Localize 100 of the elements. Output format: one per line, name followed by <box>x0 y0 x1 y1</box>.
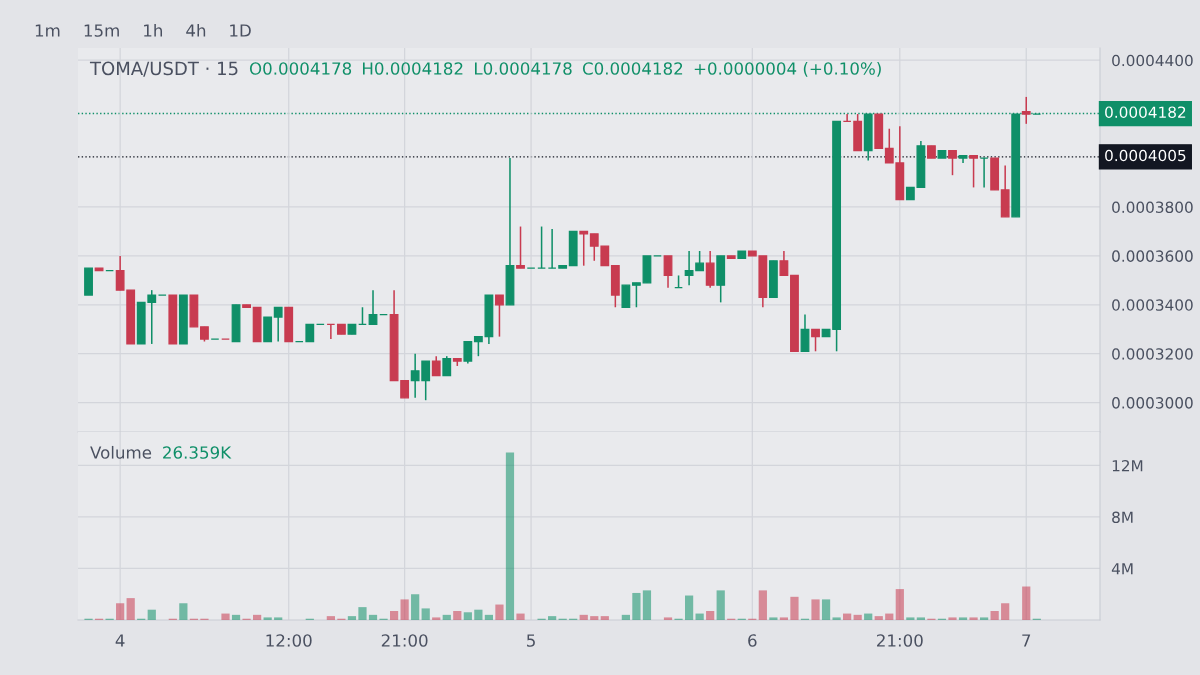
y-tick-label: 4M <box>1111 563 1133 575</box>
ref-line-label: 0.0004005 <box>1105 149 1186 162</box>
bar <box>274 617 283 620</box>
bar <box>579 614 588 620</box>
bar <box>253 614 262 620</box>
text: 4h <box>186 23 206 37</box>
annotation: C0.0004182 <box>582 62 683 75</box>
bar <box>990 610 999 620</box>
x-tick-label: 6 <box>748 634 757 647</box>
bar <box>263 617 272 620</box>
candlestick <box>705 250 715 289</box>
candlestick <box>273 306 283 343</box>
bar <box>895 589 904 620</box>
bar <box>906 617 915 620</box>
bar <box>231 614 241 620</box>
bar <box>358 607 367 620</box>
candlestick <box>516 225 525 269</box>
bar <box>642 590 652 620</box>
bar <box>400 599 409 620</box>
bar <box>769 617 778 620</box>
bar <box>463 612 472 620</box>
x-tick-label: 7 <box>1022 634 1031 647</box>
bar <box>179 603 188 620</box>
bar <box>347 616 357 620</box>
candlestick <box>368 289 378 326</box>
bar <box>758 590 767 620</box>
annotation: +0.0000004 (+0.10%) <box>694 61 881 77</box>
annotation: H0.0004182 <box>363 62 463 75</box>
y-tick-label: 0.0003600 <box>1112 250 1193 262</box>
y-tick-label: 0.0003200 <box>1112 348 1193 360</box>
bar <box>632 592 641 620</box>
candlestick <box>495 294 504 338</box>
bar <box>706 610 715 620</box>
y-tick-label: 0.0004400 <box>1112 54 1193 67</box>
bar <box>790 596 799 620</box>
bar <box>1001 603 1010 620</box>
y-tick-label: 0.0003400 <box>1112 299 1193 311</box>
bar <box>590 616 599 620</box>
ref-line-label: 0.0004182 <box>1105 106 1186 118</box>
candlestick <box>779 250 789 277</box>
bar <box>600 616 609 620</box>
bar <box>1022 586 1031 620</box>
candlestick <box>579 230 589 267</box>
bar <box>453 610 462 620</box>
bar <box>821 599 831 620</box>
bar <box>948 617 957 620</box>
bar <box>853 614 862 620</box>
annotation: 26.359K <box>163 446 232 459</box>
x-tick-label: 12:00 <box>266 634 312 647</box>
bar <box>621 614 630 620</box>
bar <box>864 613 873 620</box>
bar <box>832 617 841 620</box>
candlestick <box>463 340 473 365</box>
bar <box>368 614 378 620</box>
bar <box>548 616 557 620</box>
text: Volume <box>90 445 152 459</box>
text: TOMA/USDT · 15 <box>89 61 238 77</box>
bar <box>979 617 989 620</box>
text: 1h <box>144 23 162 37</box>
bar <box>885 613 894 620</box>
y-tick-label: 0.0003000 <box>1112 397 1193 409</box>
bar <box>969 617 978 620</box>
bar <box>779 617 789 620</box>
text: 1D <box>230 24 251 37</box>
candlestick <box>948 149 957 176</box>
candlestick <box>1021 96 1031 125</box>
x-tick-label: 4 <box>115 634 125 647</box>
bar <box>916 617 925 620</box>
bar <box>326 616 335 620</box>
bar <box>442 614 451 620</box>
text: 1m <box>35 24 60 37</box>
bar <box>695 613 704 620</box>
bar <box>716 590 725 620</box>
x-tick-label: 21:00 <box>381 634 428 647</box>
text: 15m <box>84 24 119 37</box>
candlestick <box>631 282 641 309</box>
bar <box>958 617 968 620</box>
bar <box>684 595 694 620</box>
bar <box>484 614 494 620</box>
annotation: L0.0004178 <box>475 62 572 75</box>
bar <box>147 609 156 620</box>
candlestick <box>969 154 978 189</box>
candlestick <box>431 355 441 377</box>
bar <box>474 609 483 620</box>
bar <box>663 617 673 620</box>
candlestick <box>663 255 673 289</box>
bar <box>116 603 125 620</box>
bar <box>411 594 420 620</box>
annotation: O0.0004178 <box>249 62 352 75</box>
candlestick <box>621 284 631 309</box>
candlestick <box>811 328 820 353</box>
bar <box>843 613 852 620</box>
y-tick-label: 12M <box>1112 459 1143 472</box>
bar <box>516 613 525 620</box>
x-tick-label: 5 <box>527 634 535 647</box>
bar <box>421 608 430 620</box>
candlestick <box>442 355 452 377</box>
bar <box>221 613 230 620</box>
x-tick-label: 21:00 <box>877 634 923 647</box>
bar <box>432 617 441 620</box>
